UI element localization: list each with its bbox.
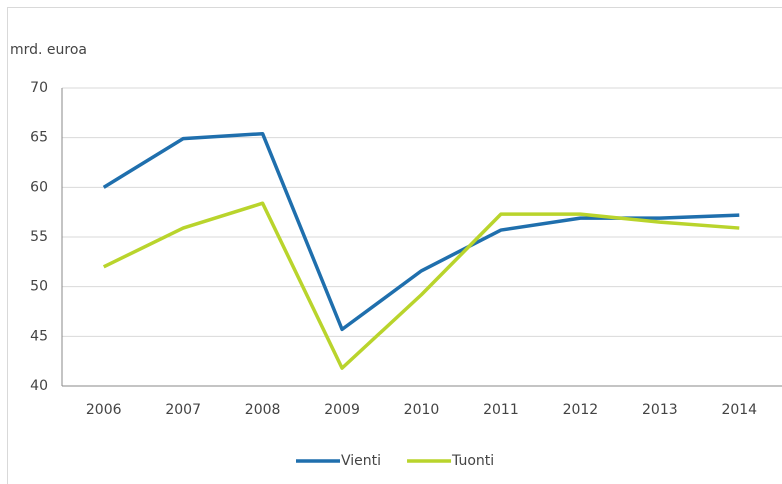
x-tick-label: 2009 <box>324 402 360 418</box>
data-line <box>102 201 740 370</box>
y-tick-label: 55 <box>30 229 48 245</box>
chart-frame <box>7 7 782 484</box>
data-line <box>102 131 740 332</box>
x-tick-label: 2010 <box>404 402 440 418</box>
y-tick-label: 50 <box>30 279 48 295</box>
x-tick-label: 2011 <box>483 402 519 418</box>
y-tick-label: 60 <box>30 179 48 195</box>
x-tick-label: 2012 <box>563 402 599 418</box>
x-tick-label: 2008 <box>245 402 281 418</box>
y-tick-label: 40 <box>30 378 48 394</box>
x-tick-label: 2014 <box>721 402 757 418</box>
y-axis-label: mrd. euroa <box>10 42 87 58</box>
x-tick-label: 2007 <box>165 402 201 418</box>
y-tick-label: 65 <box>30 130 48 146</box>
x-tick-label: 2013 <box>642 402 678 418</box>
x-tick-label: 2006 <box>86 402 122 418</box>
y-tick-label: 45 <box>30 328 48 344</box>
y-tick-label: 70 <box>30 80 48 96</box>
legend-label: Vienti <box>341 453 381 469</box>
legend-label: Tuonti <box>451 453 494 469</box>
